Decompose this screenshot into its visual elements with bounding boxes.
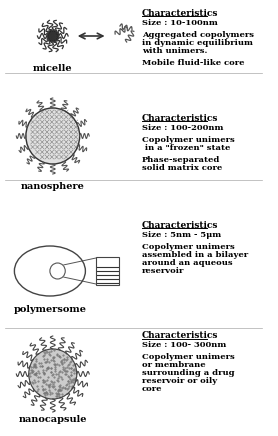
Text: assembled in a bilayer: assembled in a bilayer — [142, 251, 248, 259]
Text: Size : 5nm - 5μm: Size : 5nm - 5μm — [142, 231, 221, 239]
Text: Copolymer unimers: Copolymer unimers — [142, 353, 235, 361]
Text: micelle: micelle — [33, 64, 73, 73]
Text: with unimers.: with unimers. — [142, 47, 207, 55]
Text: Characteristics: Characteristics — [142, 114, 219, 123]
Text: Mobile fluid-like core: Mobile fluid-like core — [142, 59, 245, 67]
Text: in dynamic equilibrium: in dynamic equilibrium — [142, 39, 253, 47]
Text: Size : 100- 300nm: Size : 100- 300nm — [142, 341, 226, 349]
Text: reservoir: reservoir — [142, 267, 184, 275]
Text: Copolymer unimers: Copolymer unimers — [142, 243, 235, 251]
Text: or membrane: or membrane — [142, 361, 206, 369]
Text: Aggregated copolymers: Aggregated copolymers — [142, 31, 254, 39]
Circle shape — [29, 349, 77, 399]
Text: in a "frozen" state: in a "frozen" state — [142, 144, 230, 152]
Text: solid matrix core: solid matrix core — [142, 164, 222, 172]
Text: core: core — [142, 385, 163, 393]
Text: Characteristics: Characteristics — [142, 221, 219, 230]
Text: reservoir or oily: reservoir or oily — [142, 377, 217, 385]
Text: polymersome: polymersome — [13, 305, 86, 314]
Text: Characteristics: Characteristics — [142, 331, 219, 340]
Text: around an aqueous: around an aqueous — [142, 259, 233, 267]
Circle shape — [26, 108, 80, 164]
Ellipse shape — [14, 246, 85, 296]
Text: surrounding a drug: surrounding a drug — [142, 369, 235, 377]
Text: nanosphere: nanosphere — [21, 182, 85, 191]
Bar — [96, 257, 119, 285]
Circle shape — [48, 31, 58, 41]
Text: Phase-separated: Phase-separated — [142, 156, 220, 164]
Text: Size : 10-100nm: Size : 10-100nm — [142, 19, 218, 27]
Circle shape — [50, 263, 65, 279]
Text: Size : 100-200nm: Size : 100-200nm — [142, 124, 224, 132]
Text: Characteristics: Characteristics — [142, 9, 219, 18]
Text: nanocapsule: nanocapsule — [19, 415, 87, 424]
Text: Copolymer unimers: Copolymer unimers — [142, 136, 235, 144]
